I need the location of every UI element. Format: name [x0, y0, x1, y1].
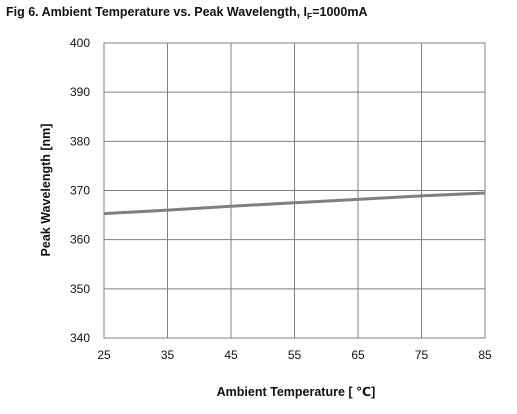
y-tick-label: 380 [70, 134, 90, 148]
x-tick-labels: 25 35 45 55 65 75 85 [97, 348, 492, 362]
x-tick-label: 35 [161, 348, 175, 362]
y-tick-label: 370 [70, 184, 90, 198]
series-line [103, 191, 486, 216]
series-group [103, 191, 486, 216]
y-tick-label: 400 [70, 36, 90, 50]
x-tick-label: 25 [97, 348, 111, 362]
title-subscript: F [307, 11, 313, 21]
x-tick-label: 75 [415, 348, 429, 362]
chart-title: Fig 6. Ambient Temperature vs. Peak Wave… [6, 5, 367, 21]
y-tick-label: 360 [70, 233, 90, 247]
y-tick-label: 340 [70, 331, 90, 345]
y-tick-labels: 340 350 360 370 380 390 400 [70, 36, 90, 345]
x-axis-label: Ambient Temperature [ ℃] [217, 385, 376, 399]
title-main: Fig 6. Ambient Temperature vs. Peak Wave… [6, 5, 308, 19]
y-tick-label: 350 [70, 282, 90, 296]
x-tick-label: 65 [351, 348, 365, 362]
x-tick-label: 85 [478, 348, 492, 362]
x-tick-label: 55 [288, 348, 302, 362]
y-axis-label: Peak Wavelength [nm] [39, 124, 53, 257]
x-tick-label: 45 [224, 348, 238, 362]
y-tick-label: 390 [70, 85, 90, 99]
grid-horizontal [104, 42, 485, 339]
title-tail: =1000mA [312, 5, 368, 19]
